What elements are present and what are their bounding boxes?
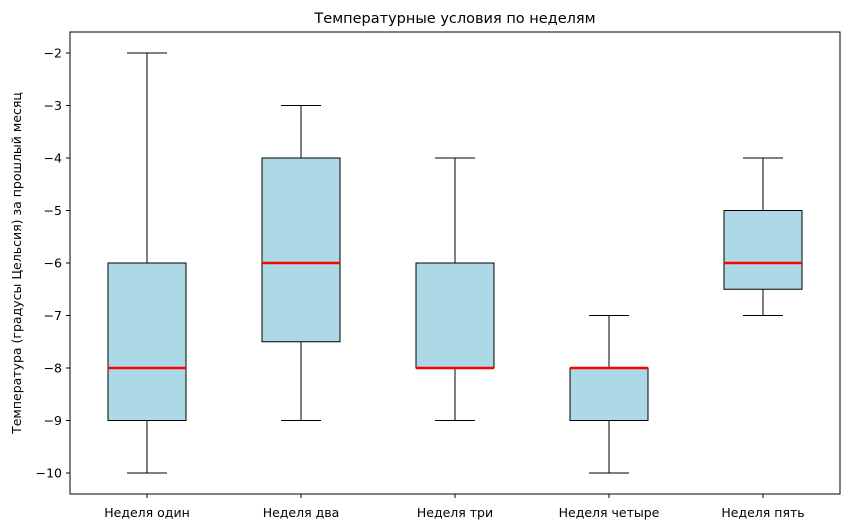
y-tick-label: −8 bbox=[44, 361, 62, 376]
box-iqr bbox=[415, 262, 495, 369]
y-axis-label: Температура (градусы Цельсия) за прошлый… bbox=[9, 92, 24, 435]
x-tick-label: Неделя четыре bbox=[559, 505, 660, 520]
y-tick-label: −5 bbox=[44, 203, 62, 218]
x-tick-label: Неделя два bbox=[263, 505, 340, 520]
y-tick-label: −6 bbox=[44, 256, 62, 271]
box-iqr bbox=[261, 157, 341, 343]
x-tick-label: Неделя три bbox=[417, 505, 493, 520]
x-tick-label: Неделя пять bbox=[721, 505, 804, 520]
box-iqr bbox=[723, 210, 803, 290]
y-tick-label: −2 bbox=[44, 46, 62, 61]
y-tick-label: −4 bbox=[44, 151, 62, 166]
x-tick-label: Неделя один bbox=[104, 505, 190, 520]
box-group bbox=[107, 52, 187, 474]
y-tick-label: −7 bbox=[44, 308, 62, 323]
box-iqr bbox=[107, 262, 187, 421]
y-tick-label: −10 bbox=[36, 466, 62, 481]
chart-title: Температурные условия по неделям bbox=[313, 11, 595, 27]
box-group bbox=[261, 105, 341, 421]
box-iqr bbox=[569, 367, 649, 421]
box-group bbox=[569, 315, 649, 474]
box-group bbox=[723, 157, 803, 316]
box-group bbox=[415, 157, 495, 421]
plot-frame bbox=[69, 31, 841, 495]
y-tick-label: −9 bbox=[44, 413, 62, 428]
y-tick-label: −3 bbox=[44, 98, 62, 113]
